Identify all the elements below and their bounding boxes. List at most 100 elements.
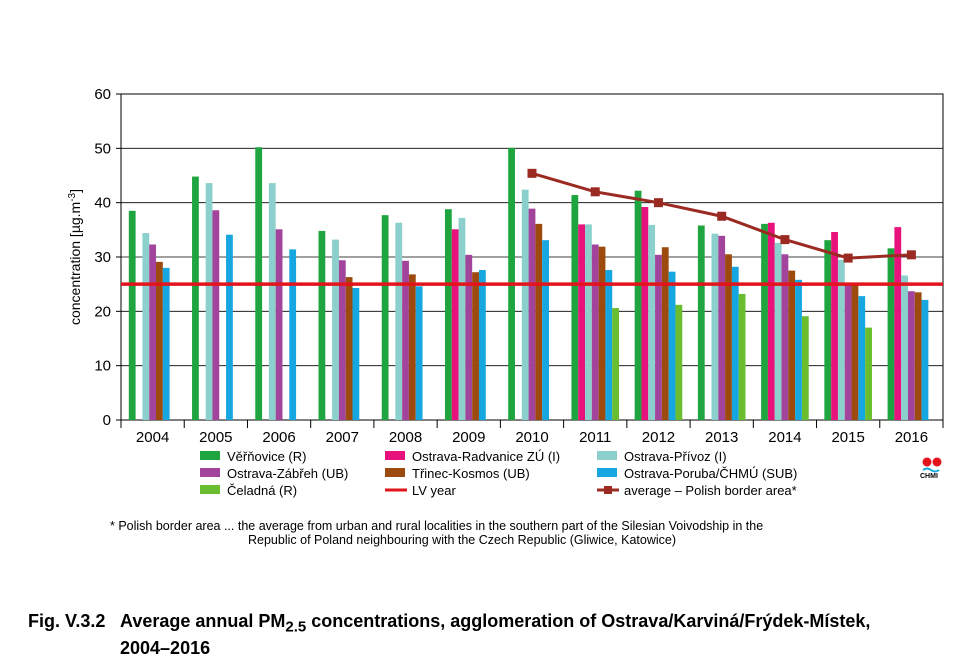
bar — [458, 217, 466, 420]
legend-label: average – Polish border area* — [624, 483, 797, 498]
bar — [844, 282, 852, 420]
bar — [472, 272, 479, 420]
bar — [921, 299, 929, 420]
x-tick-label: 2005 — [199, 429, 232, 446]
caption-label: Fig. V.3.2 — [28, 611, 106, 631]
bar — [718, 235, 726, 420]
legend-label: Ostrava-Radvanice ZÚ (I) — [412, 449, 560, 464]
bar — [801, 316, 809, 420]
footnote-line-1: * Polish border area ... the average fro… — [110, 519, 764, 533]
bar — [612, 308, 620, 420]
bar — [655, 254, 662, 420]
average-marker — [906, 250, 916, 260]
bar — [788, 270, 796, 420]
bar — [212, 210, 220, 420]
logo-text: CHMI — [920, 473, 938, 480]
bar — [901, 275, 908, 420]
average-marker — [590, 187, 600, 197]
figure-caption: Fig. V.3.2 Average annual PM2.5 concentra… — [28, 611, 870, 658]
caption-text-b: concentrations, agglomeration of Ostrava… — [306, 611, 871, 631]
x-tick-label: 2012 — [642, 429, 675, 446]
bar — [408, 274, 416, 420]
x-tick-label: 2009 — [452, 429, 485, 446]
average-marker — [527, 168, 537, 178]
caption-line-2: 2004–2016 — [120, 637, 211, 658]
bar — [661, 247, 669, 420]
bar — [668, 271, 676, 420]
bar — [598, 246, 606, 420]
bar — [289, 249, 297, 420]
bar — [761, 223, 768, 420]
bar — [149, 244, 157, 420]
average-marker — [653, 198, 663, 208]
x-tick-label: 2013 — [705, 429, 738, 446]
legend-label: Čeladná (R) — [227, 483, 297, 498]
bar — [338, 260, 346, 420]
bar — [478, 270, 486, 420]
bar — [634, 190, 642, 420]
legend-label: Ostrava-Poruba/ČHMÚ (SUB) — [624, 466, 797, 481]
legend-swatch — [385, 468, 405, 477]
bar — [887, 248, 895, 420]
x-tick-label: 2008 — [389, 429, 422, 446]
y-tick-label: 40 — [94, 195, 111, 212]
legend-swatch — [597, 468, 617, 477]
bar — [831, 232, 838, 420]
bar — [591, 244, 599, 420]
legend-label: Ostrava-Přívoz (I) — [624, 449, 727, 464]
bar — [381, 215, 389, 420]
legend-label: Věřňovice (R) — [227, 449, 306, 464]
bar — [894, 227, 902, 420]
bar — [395, 222, 403, 420]
x-tick-label: 2004 — [136, 429, 169, 446]
bar — [865, 327, 872, 420]
legend-swatch — [597, 451, 617, 460]
y-tick-label: 10 — [94, 358, 111, 375]
bar — [352, 287, 360, 420]
bar — [641, 207, 649, 420]
caption-subscript: 2.5 — [285, 618, 307, 636]
x-tick-label: 2006 — [262, 429, 295, 446]
bar — [837, 259, 845, 420]
average-marker — [717, 211, 727, 221]
bar — [402, 260, 409, 420]
legend-label: Ostrava-Zábřeh (UB) — [227, 466, 348, 481]
bar — [767, 222, 775, 420]
bar — [648, 224, 656, 420]
bar — [697, 225, 705, 420]
average-marker — [780, 235, 790, 245]
bar — [345, 277, 353, 420]
x-tick-label: 2010 — [515, 429, 548, 446]
bar — [781, 254, 789, 420]
bar — [275, 229, 283, 420]
footnote: * Polish border area ... the average fro… — [110, 519, 763, 547]
bar — [451, 229, 459, 420]
legend-swatch — [200, 451, 220, 460]
y-tick-label: 60 — [94, 86, 111, 103]
bar — [578, 224, 586, 420]
legend-swatch — [385, 451, 405, 460]
x-tick-label: 2014 — [768, 429, 801, 446]
x-tick-label: 2011 — [579, 429, 611, 446]
bar — [192, 176, 199, 420]
bar — [415, 286, 423, 420]
bar — [725, 254, 732, 420]
x-tick-label: 2007 — [326, 429, 359, 446]
bar — [605, 270, 613, 420]
y-tick-label: 30 — [94, 249, 111, 266]
bar — [535, 223, 543, 420]
bar — [774, 242, 782, 420]
caption-text-a: Average annual PM — [120, 611, 286, 631]
bar — [738, 293, 746, 420]
bar — [268, 183, 276, 420]
y-tick-label: 20 — [94, 303, 111, 320]
bar — [465, 254, 473, 420]
bar — [795, 279, 802, 420]
y-tick-label: 0 — [103, 412, 111, 429]
bar — [851, 284, 859, 420]
bar — [824, 240, 832, 420]
chmi-logo-icon — [922, 455, 942, 473]
legend-swatch — [200, 485, 220, 494]
x-tick-label: 2015 — [831, 429, 864, 446]
bar — [542, 240, 549, 420]
